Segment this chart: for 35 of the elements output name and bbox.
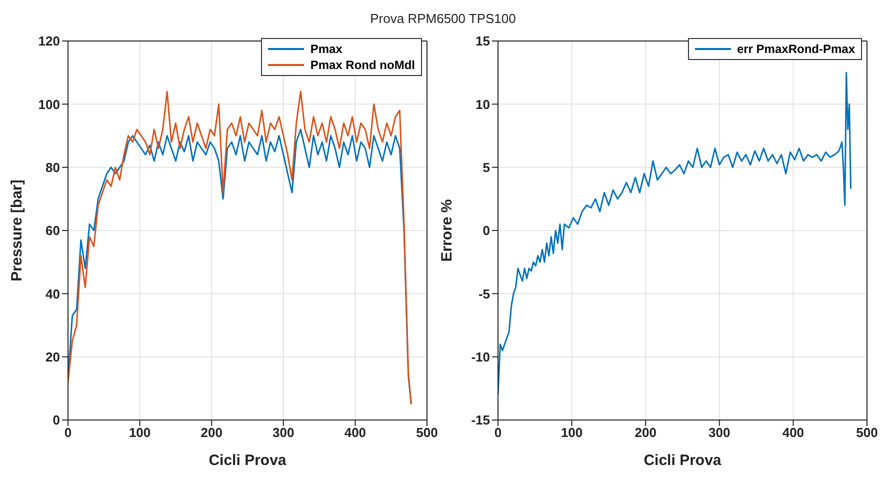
- x-tick-label: 0: [494, 425, 502, 440]
- x-axis-title: Cicli Prova: [644, 452, 722, 469]
- x-tick-label: 400: [782, 425, 804, 440]
- legend-label: Pmax: [310, 41, 342, 57]
- line-series: [498, 72, 852, 396]
- y-tick-label: 15: [476, 34, 490, 49]
- y-tick-label: 120: [38, 34, 60, 49]
- y-tick-label: 0: [52, 412, 60, 428]
- y-tick-label: 10: [476, 96, 490, 112]
- x-axis-title: Cicli Prova: [208, 452, 287, 469]
- x-tick-label: 0: [64, 425, 72, 440]
- y-tick-label: 60: [46, 223, 60, 238]
- x-tick-label: 400: [344, 425, 366, 440]
- y-axis-title: Pressure [bar]: [8, 180, 26, 282]
- x-tick-label: 500: [416, 425, 438, 440]
- y-tick-label: -15: [471, 412, 490, 428]
- y-tick-label: -5: [478, 286, 490, 302]
- y-tick-label: 40: [46, 286, 60, 302]
- y-tick-label: 5: [482, 160, 490, 175]
- x-tick-label: 200: [634, 425, 656, 440]
- x-tick-label: 100: [128, 425, 151, 440]
- y-tick-label: 20: [46, 349, 60, 364]
- x-tick-label: 500: [856, 425, 878, 440]
- chart-title: Prova RPM6500 TPS100: [369, 10, 517, 28]
- y-tick-label: 100: [38, 96, 60, 112]
- y-tick-label: 0: [482, 223, 490, 238]
- x-tick-label: 300: [272, 425, 294, 440]
- y-axis-title: Errore %: [438, 199, 456, 262]
- y-tick-label: 80: [46, 160, 60, 175]
- legend-label: Pmax Rond noMdl: [310, 57, 415, 73]
- x-tick-label: 100: [560, 425, 583, 440]
- legend-label: err PmaxRond-Pmax: [736, 41, 855, 57]
- x-tick-label: 300: [708, 425, 730, 440]
- x-tick-label: 200: [200, 425, 222, 440]
- y-tick-label: -10: [471, 349, 490, 364]
